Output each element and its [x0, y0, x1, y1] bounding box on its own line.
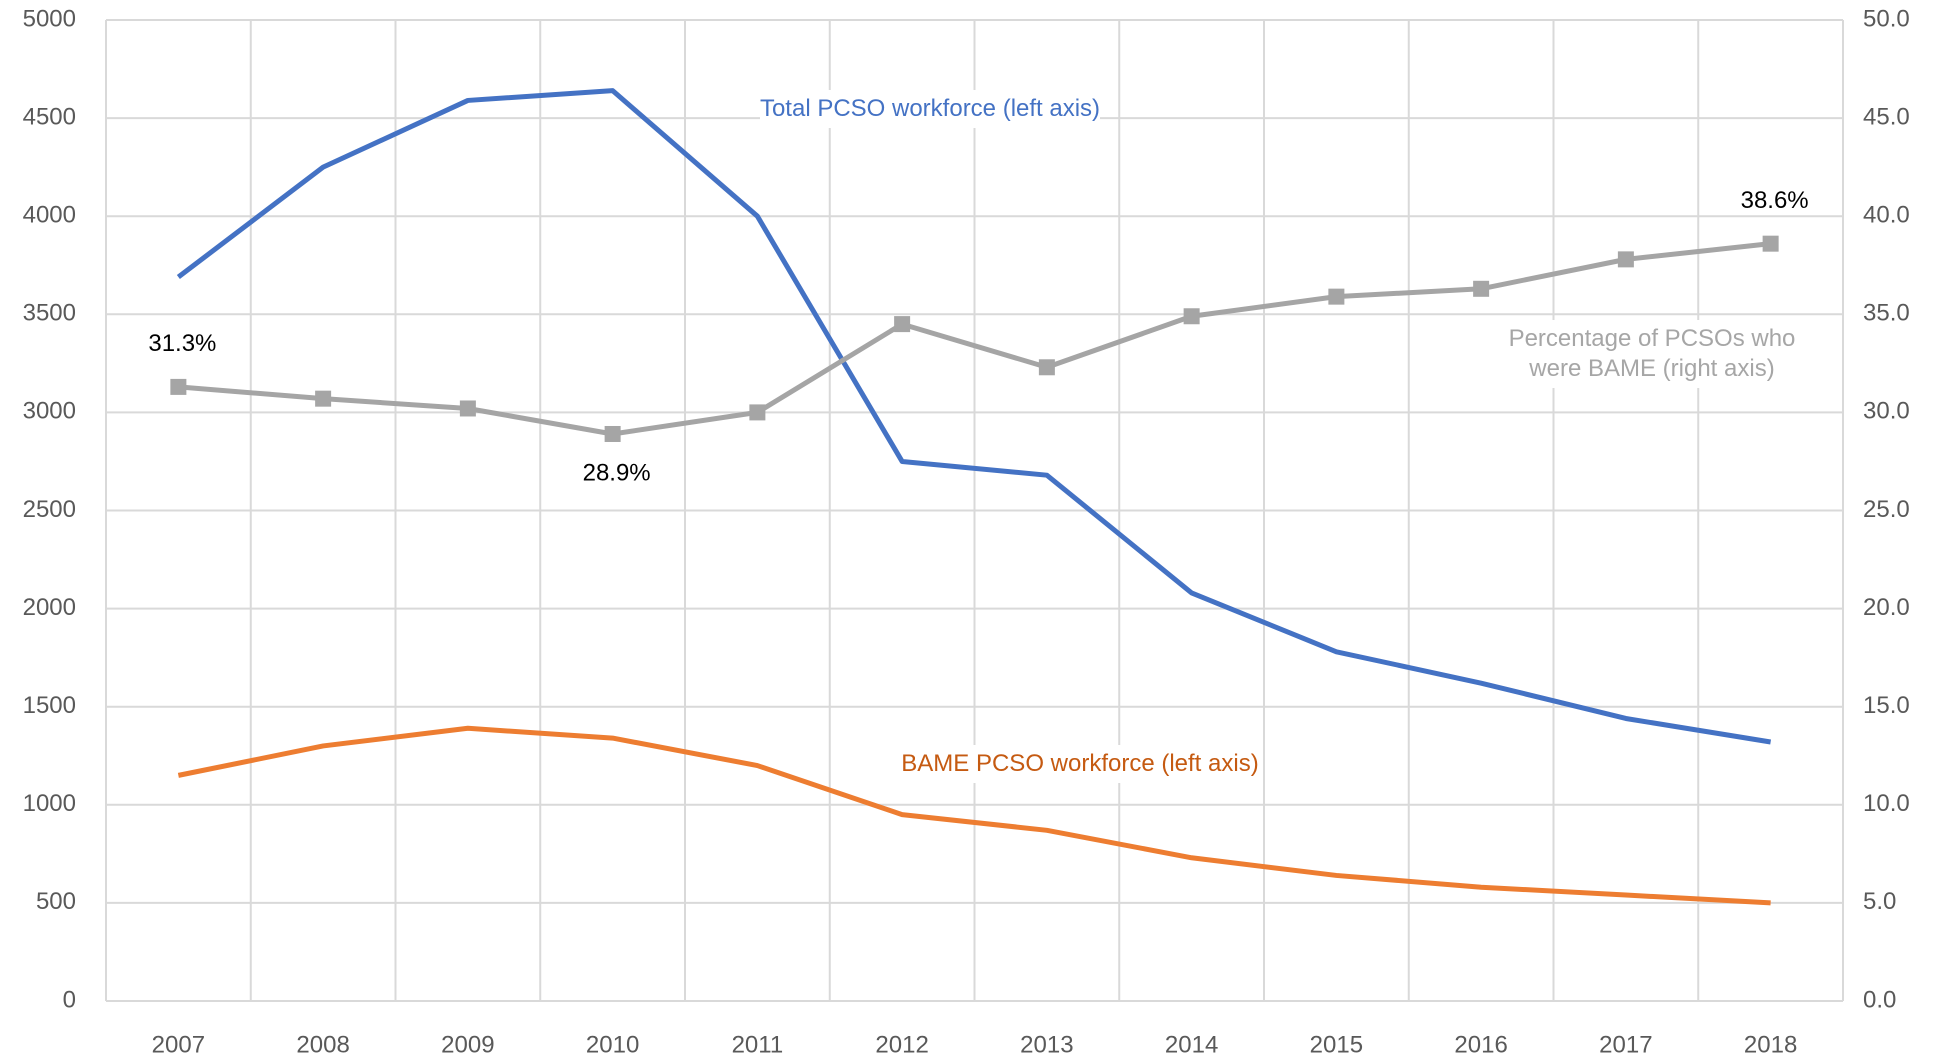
- x-tick-label: 2011: [732, 1031, 784, 1058]
- y-tick-label: 2500: [23, 496, 76, 523]
- x-tick-label: 2015: [1310, 1031, 1363, 1058]
- y2-tick-label: 20.0: [1863, 594, 1910, 621]
- y-tick-label: 3000: [23, 398, 76, 425]
- y2-tick-label: 0.0: [1863, 986, 1896, 1013]
- point-marker: [894, 316, 911, 333]
- data-label: 38.6%: [1741, 187, 1809, 214]
- legend-entry: Percentage of PCSOs who were BAME (right…: [1487, 320, 1817, 388]
- x-tick-label: 2010: [586, 1031, 639, 1058]
- legend-entry: BAME PCSO workforce (left axis): [901, 745, 1259, 783]
- series-line: [178, 241, 1771, 437]
- y2-tick-label: 45.0: [1863, 103, 1910, 130]
- data-label: 31.3%: [148, 330, 216, 357]
- point-marker: [604, 425, 621, 442]
- x-tick-label: 2009: [441, 1031, 494, 1058]
- y-tick-label: 4000: [23, 202, 76, 229]
- x-tick-label: 2012: [875, 1031, 928, 1058]
- y2-tick-label: 5.0: [1863, 888, 1896, 915]
- y-tick-label: 500: [36, 888, 76, 915]
- x-tick-label: 2017: [1599, 1031, 1652, 1058]
- legend-entry: Total PCSO workforce (left axis): [759, 90, 1101, 128]
- x-tick-label: 2014: [1165, 1031, 1218, 1058]
- point-marker: [1328, 288, 1345, 305]
- y-tick-label: 3500: [23, 300, 76, 327]
- y2-tick-label: 15.0: [1863, 692, 1910, 719]
- y2-tick-label: 10.0: [1863, 790, 1910, 817]
- point-marker: [1473, 280, 1490, 297]
- x-tick-label: 2007: [152, 1031, 205, 1058]
- series-line: [176, 88, 1772, 745]
- y-tick-label: 4500: [23, 103, 76, 130]
- y2-tick-label: 25.0: [1863, 496, 1910, 523]
- point-marker: [1762, 235, 1779, 252]
- legend-entry-box: Percentage of PCSOs who were BAME (right…: [1487, 320, 1817, 388]
- series-line: [177, 725, 1771, 906]
- y-tick-label: 0: [63, 986, 76, 1013]
- y2-tick-label: 35.0: [1863, 300, 1910, 327]
- x-tick-label: 2016: [1454, 1031, 1507, 1058]
- point-marker: [459, 400, 476, 417]
- y-tick-label: 1500: [23, 692, 76, 719]
- point-marker: [749, 404, 766, 421]
- data-label: 28.9%: [583, 459, 651, 486]
- y2-tick-label: 40.0: [1863, 202, 1910, 229]
- y2-tick-label: 30.0: [1863, 398, 1910, 425]
- legend-entry-box: Total PCSO workforce (left axis): [759, 90, 1101, 128]
- x-tick-label: 2013: [1020, 1031, 1073, 1058]
- y2-tick-label: 50.0: [1863, 5, 1910, 32]
- x-tick-label: 2018: [1744, 1031, 1797, 1058]
- point-marker: [1183, 308, 1200, 325]
- y-tick-label: 5000: [23, 5, 76, 32]
- point-marker: [1038, 359, 1055, 376]
- legend-entry-box: BAME PCSO workforce (left axis): [901, 745, 1259, 783]
- x-tick-label: 2008: [296, 1031, 349, 1058]
- point-marker: [315, 390, 332, 407]
- point-marker: [170, 378, 187, 395]
- point-marker: [1617, 251, 1634, 268]
- y-tick-label: 1000: [23, 790, 76, 817]
- y-tick-label: 2000: [23, 594, 76, 621]
